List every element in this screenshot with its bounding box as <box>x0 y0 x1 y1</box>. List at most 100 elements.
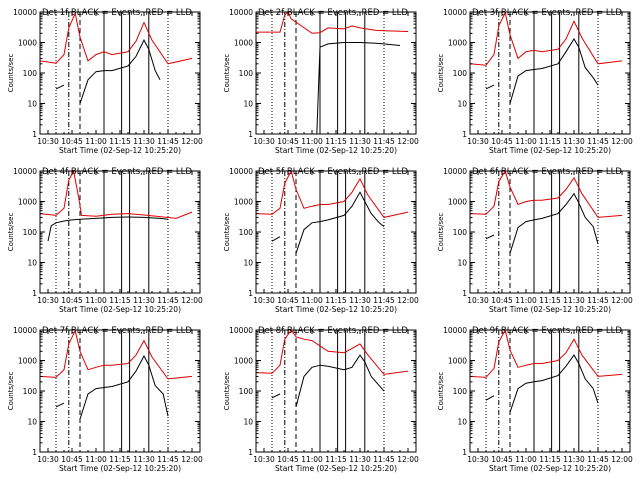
y-tick-label: 1000 <box>18 198 37 207</box>
panel-5: Det 5f BLACK = Events, RED = LLD 1 10 100 10… <box>223 167 419 314</box>
y-tick-label: 10 <box>457 100 467 109</box>
y-tick-label: 10 <box>27 100 37 109</box>
y-tick-label: 10 <box>457 418 467 427</box>
y-tick-label: 1000 <box>234 198 253 207</box>
events-series-line <box>271 354 385 408</box>
x-tick-label: 12:00 <box>397 296 419 305</box>
y-tick-label: 1 <box>32 130 37 139</box>
y-tick-label: 1000 <box>234 357 253 366</box>
x-tick-label: 11:45 <box>157 137 179 146</box>
x-tick-label: 11:00 <box>515 455 537 464</box>
y-tick-label: 1 <box>248 448 253 457</box>
y-tick-label: 100 <box>453 228 468 237</box>
y-tick-label: 1 <box>248 130 253 139</box>
y-tick-label: 100 <box>23 228 38 237</box>
x-tick-label: 10:45 <box>491 137 513 146</box>
x-tick-label: 11:45 <box>373 296 395 305</box>
panel-6: Det 6f BLACK = Events, RED = LLD 1 10 100 10… <box>437 167 633 314</box>
x-tick-label: 10:45 <box>491 296 513 305</box>
y-tick-label: 10 <box>243 418 253 427</box>
x-tick-label: 10:45 <box>61 137 83 146</box>
lld-series-line <box>469 169 623 218</box>
x-tick-label: 10:45 <box>491 455 513 464</box>
x-tick-label: 10:30 <box>37 296 59 305</box>
x-tick-label: 11:45 <box>587 455 609 464</box>
x-tick-label: 11:15 <box>539 137 561 146</box>
y-tick-label: 1 <box>32 448 37 457</box>
x-tick-label: 12:00 <box>181 296 203 305</box>
x-axis-label: Start Time (02-Sep-12 10:25:20) <box>59 464 181 473</box>
y-tick-label: 10 <box>457 259 467 268</box>
x-tick-label: 11:30 <box>563 455 585 464</box>
x-tick-label: 11:15 <box>109 455 131 464</box>
lld-series-line <box>255 329 409 375</box>
panel-3: Det 3f BLACK = Events, RED = LLD 1 10 100 10… <box>437 8 633 155</box>
events-series-line <box>485 38 599 104</box>
panel-title: Det 9f BLACK = Events, RED = LLD <box>472 326 622 336</box>
x-tick-label: 12:00 <box>611 455 633 464</box>
y-tick-label: 10000 <box>443 326 467 335</box>
plot-frame <box>39 329 201 453</box>
y-axis-label: Counts/sec <box>7 213 15 252</box>
x-axis-label: Start Time (02-Sep-12 10:25:20) <box>489 464 611 473</box>
y-tick-label: 1 <box>248 289 253 298</box>
x-tick-label: 10:45 <box>277 296 299 305</box>
x-tick-label: 12:00 <box>611 137 633 146</box>
y-tick-label: 10000 <box>13 8 37 17</box>
panel-title: Det 5f BLACK = Events, RED = LLD <box>258 167 408 177</box>
events-series-line <box>485 192 599 254</box>
panel-title: Det 1f BLACK = Events, RED = LLD <box>42 8 192 18</box>
y-tick-label: 1000 <box>448 198 467 207</box>
x-tick-label: 11:00 <box>515 137 537 146</box>
x-axis-label: Start Time (02-Sep-12 10:25:20) <box>489 146 611 155</box>
x-tick-label: 10:45 <box>277 455 299 464</box>
panel-8: Det 8f BLACK = Events, RED = LLD 1 10 100 10… <box>223 326 419 473</box>
y-axis-label: Counts/sec <box>7 372 15 411</box>
y-tick-label: 1000 <box>18 357 37 366</box>
y-tick-label: 1 <box>462 289 467 298</box>
y-tick-label: 10000 <box>443 167 467 176</box>
panel-title: Det 6f BLACK = Events, RED = LLD <box>472 167 622 177</box>
x-tick-label: 11:15 <box>539 296 561 305</box>
x-tick-label: 11:30 <box>349 137 371 146</box>
panel-title: Det 4f BLACK = Events, RED = LLD <box>42 167 192 177</box>
panel-9: Det 9f BLACK = Events, RED = LLD 1 10 100 10… <box>437 326 633 473</box>
panel-7: Det 7f BLACK = Events, RED = LLD 1 10 100 10… <box>7 326 203 473</box>
events-series-line <box>288 42 401 135</box>
panel-2: Det 2f BLACK = Events, RED = LLD 1 10 100 10… <box>223 8 419 155</box>
panel-4: Det 4f BLACK = Events, RED = LLD 1 10 100 10… <box>7 167 203 314</box>
y-tick-label: 10000 <box>229 8 253 17</box>
events-series-line <box>55 354 169 420</box>
x-axis-label: Start Time (02-Sep-12 10:25:20) <box>489 305 611 314</box>
x-tick-label: 11:30 <box>133 137 155 146</box>
x-tick-label: 10:30 <box>37 455 59 464</box>
x-tick-label: 12:00 <box>181 137 203 146</box>
y-tick-label: 1000 <box>234 39 253 48</box>
y-tick-label: 100 <box>23 69 38 78</box>
x-axis-label: Start Time (02-Sep-12 10:25:20) <box>275 464 397 473</box>
x-tick-label: 11:30 <box>133 455 155 464</box>
x-tick-label: 10:30 <box>253 296 275 305</box>
lld-series-line <box>39 169 193 219</box>
x-tick-label: 11:00 <box>85 137 107 146</box>
x-tick-label: 11:00 <box>85 455 107 464</box>
panel-title: Det 3f BLACK = Events, RED = LLD <box>472 8 622 18</box>
panel-title: Det 8f BLACK = Events, RED = LLD <box>258 326 408 336</box>
y-axis-label: Counts/sec <box>223 54 231 93</box>
panel-1: Det 1f BLACK = Events, RED = LLD 1 10 100 10… <box>7 8 203 155</box>
y-tick-label: 1000 <box>18 39 37 48</box>
y-tick-label: 10 <box>27 418 37 427</box>
x-tick-label: 11:00 <box>515 296 537 305</box>
plot-frame <box>469 329 631 453</box>
x-tick-label: 11:15 <box>109 137 131 146</box>
x-tick-label: 12:00 <box>611 296 633 305</box>
y-axis-label: Counts/sec <box>223 213 231 252</box>
y-axis-label: Counts/sec <box>7 54 15 93</box>
y-tick-label: 100 <box>453 387 468 396</box>
plot-frame <box>469 11 631 135</box>
x-tick-label: 10:45 <box>277 137 299 146</box>
x-tick-label: 11:45 <box>587 296 609 305</box>
x-tick-label: 10:30 <box>253 455 275 464</box>
x-tick-label: 11:00 <box>301 296 323 305</box>
